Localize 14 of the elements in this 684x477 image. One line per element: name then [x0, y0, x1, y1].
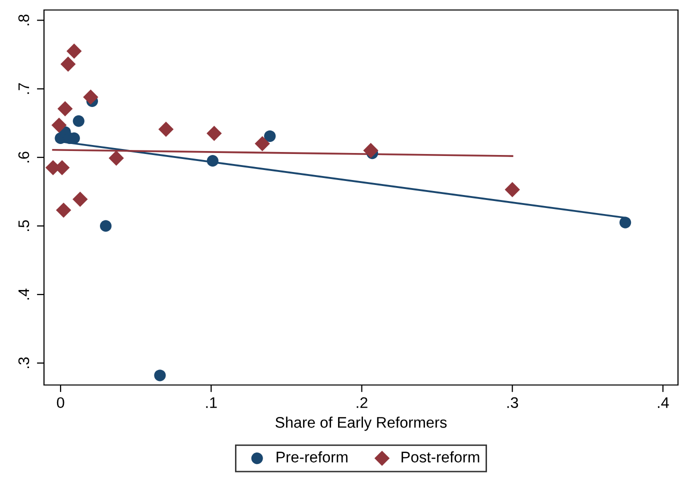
x-tick-label: .1: [206, 397, 217, 408]
y-tick-label: .8: [18, 14, 30, 26]
y-tick-label: .6: [18, 152, 30, 162]
x-tick-label: 0: [56, 397, 64, 408]
legend-label: Post-reform: [402, 451, 480, 462]
y-tick-label: .4: [18, 288, 30, 300]
y-tick-label: .3: [18, 357, 30, 368]
x-axis-title: Share of Early Reformers: [276, 416, 447, 431]
y-tick-label: .5: [18, 220, 30, 231]
x-tick-label: .3: [507, 397, 518, 408]
legend-label: Pre-reform: [276, 451, 348, 462]
x-tick-label: .2: [356, 397, 368, 408]
x-tick-label: .4: [658, 397, 669, 408]
y-tick-label: .7: [18, 83, 30, 94]
